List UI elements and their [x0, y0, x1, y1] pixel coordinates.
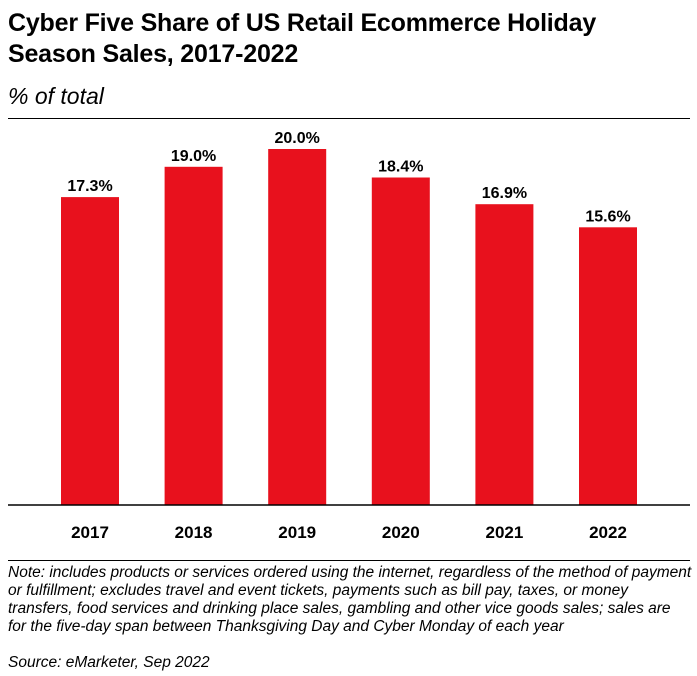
x-tick-label-2022: 2022 — [589, 523, 627, 542]
x-tick-label-2019: 2019 — [278, 523, 316, 542]
bar-2018 — [164, 166, 223, 506]
bar-2017 — [61, 197, 119, 505]
data-label-2022: 15.6% — [585, 208, 630, 225]
x-tick-label-2018: 2018 — [175, 523, 213, 542]
top-divider — [8, 118, 690, 119]
data-label-2019: 20.0% — [275, 130, 320, 147]
bar-2021 — [475, 204, 534, 505]
data-label-2017: 17.3% — [67, 178, 112, 195]
data-labels-layer: 17.3% 19.0% 20.0% 18.4% 16.9% 15.6% — [67, 130, 630, 225]
bottom-divider — [8, 560, 690, 561]
data-label-2021: 16.9% — [482, 185, 527, 202]
x-tick-labels-layer: 2017 2018 2019 2020 2021 2022 — [71, 523, 627, 542]
bar-2019 — [268, 149, 327, 505]
bars-layer — [61, 149, 637, 506]
x-tick-label-2021: 2021 — [485, 523, 523, 542]
chart-subtitle: % of total — [8, 83, 104, 109]
data-label-2020: 18.4% — [378, 159, 423, 176]
chart-source: Source: eMarketer, Sep 2022 — [8, 654, 210, 671]
chart-title: Cyber Five Share of US Retail Ecommerce … — [8, 9, 597, 68]
bar-2022 — [579, 227, 637, 506]
x-tick-label-2017: 2017 — [71, 523, 109, 542]
chart-note: Note: includes products or services orde… — [8, 564, 692, 635]
bar-chart: 17.3%19.0%20.0%18.4%16.9%15.6% 2017 2018 2… — [8, 130, 690, 542]
data-label-2018: 19.0% — [171, 148, 216, 165]
x-tick-label-2020: 2020 — [382, 523, 420, 542]
bar-2020 — [371, 177, 430, 505]
